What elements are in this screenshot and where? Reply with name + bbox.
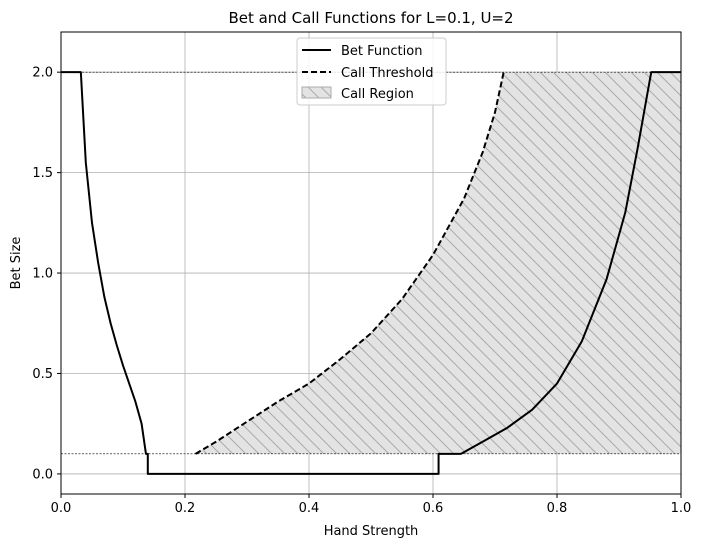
y-axis-ticks: 0.0 0.5 1.0 1.5 2.0 [32,66,61,482]
x-tick-label-2: 0.4 [299,501,320,516]
x-tick-label-5: 1.0 [671,501,692,516]
series-line-call-threshold [195,71,505,455]
chart-title: Bet and Call Functions for L=0.1, U=2 [228,9,513,27]
legend-label-call-region: Call Region [341,87,414,102]
legend-label-bet-function: Bet Function [341,44,422,59]
series-line-bet-function [61,71,681,475]
legend-label-call-threshold: Call Threshold [341,66,433,81]
legend: Bet Function Call Threshold Call Region [296,37,447,106]
legend-swatch-call-region-hatch [302,87,331,98]
plot-frame [60,31,682,495]
x-axis-ticks: 0.0 0.2 0.4 0.6 0.8 1.0 [51,494,692,516]
fill-layer [195,72,681,454]
y-tick-label-2: 1.0 [32,267,53,282]
x-tick-label-3: 0.6 [423,501,444,516]
y-tick-label-1: 0.5 [32,367,53,382]
y-tick-label-4: 2.0 [32,66,53,81]
x-tick-label-4: 0.8 [547,501,568,516]
y-tick-label-3: 1.5 [32,166,53,181]
x-tick-label-0: 0.0 [51,501,72,516]
x-axis-label: Hand Strength [324,524,419,539]
legend-frame [296,37,447,106]
y-axis-label: Bet Size [9,237,24,290]
y-tick-label-0: 0.0 [32,467,53,482]
call-region-hatch [195,72,681,454]
x-tick-label-1: 0.2 [175,501,196,516]
series-layer [61,71,681,475]
